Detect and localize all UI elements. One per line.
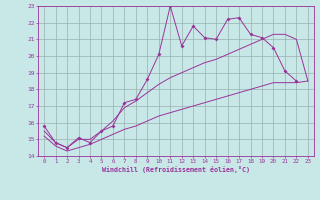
X-axis label: Windchill (Refroidissement éolien,°C): Windchill (Refroidissement éolien,°C) [102, 166, 250, 173]
